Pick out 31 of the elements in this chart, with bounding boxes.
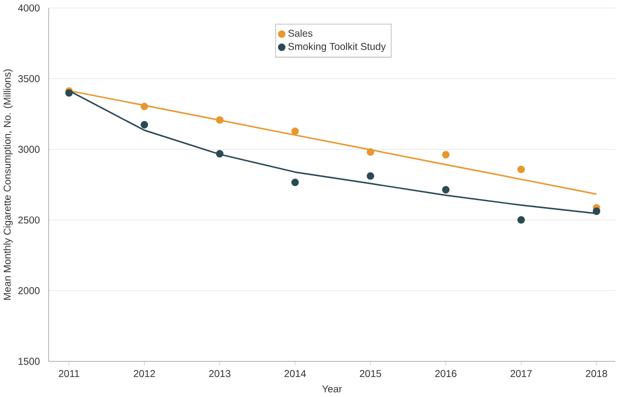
- y-tick-label: 2500: [18, 216, 40, 224]
- point: [291, 128, 299, 135]
- point: [216, 150, 224, 158]
- x-axis-title: Year: [322, 385, 342, 392]
- point: [366, 172, 374, 180]
- y-tick-label: 2000: [18, 287, 40, 294]
- x-tick-label: 2013: [209, 370, 230, 378]
- legend-label: Smoking Toolkit Study: [288, 42, 386, 52]
- point: [140, 102, 148, 110]
- x-tick-label: 2018: [586, 370, 608, 378]
- point: [366, 148, 374, 156]
- point: [517, 166, 525, 174]
- point: [140, 121, 148, 128]
- point: [442, 150, 450, 158]
- point: [592, 208, 600, 215]
- y-tick-label: 3000: [18, 146, 40, 153]
- y-tick-label: 1500: [18, 358, 40, 365]
- point: [442, 186, 450, 194]
- x-tick-label: 2017: [510, 370, 532, 378]
- x-tick-label: 2015: [360, 370, 382, 378]
- x-tick-label: 2012: [134, 370, 155, 378]
- x-tick-label: 2016: [435, 370, 456, 378]
- point: [517, 216, 525, 224]
- point: [291, 178, 299, 186]
- point: [216, 116, 224, 124]
- y-tick-label: 3500: [18, 75, 40, 82]
- legend-label: Sales: [288, 29, 312, 37]
- x-tick-label: 2014: [284, 370, 306, 378]
- x-tick-label: 2011: [58, 370, 80, 378]
- y-tick-label: 4000: [18, 4, 40, 12]
- y-axis-title: Mean Monthly Cigarette Consumption, No. (Millions): [3, 69, 13, 300]
